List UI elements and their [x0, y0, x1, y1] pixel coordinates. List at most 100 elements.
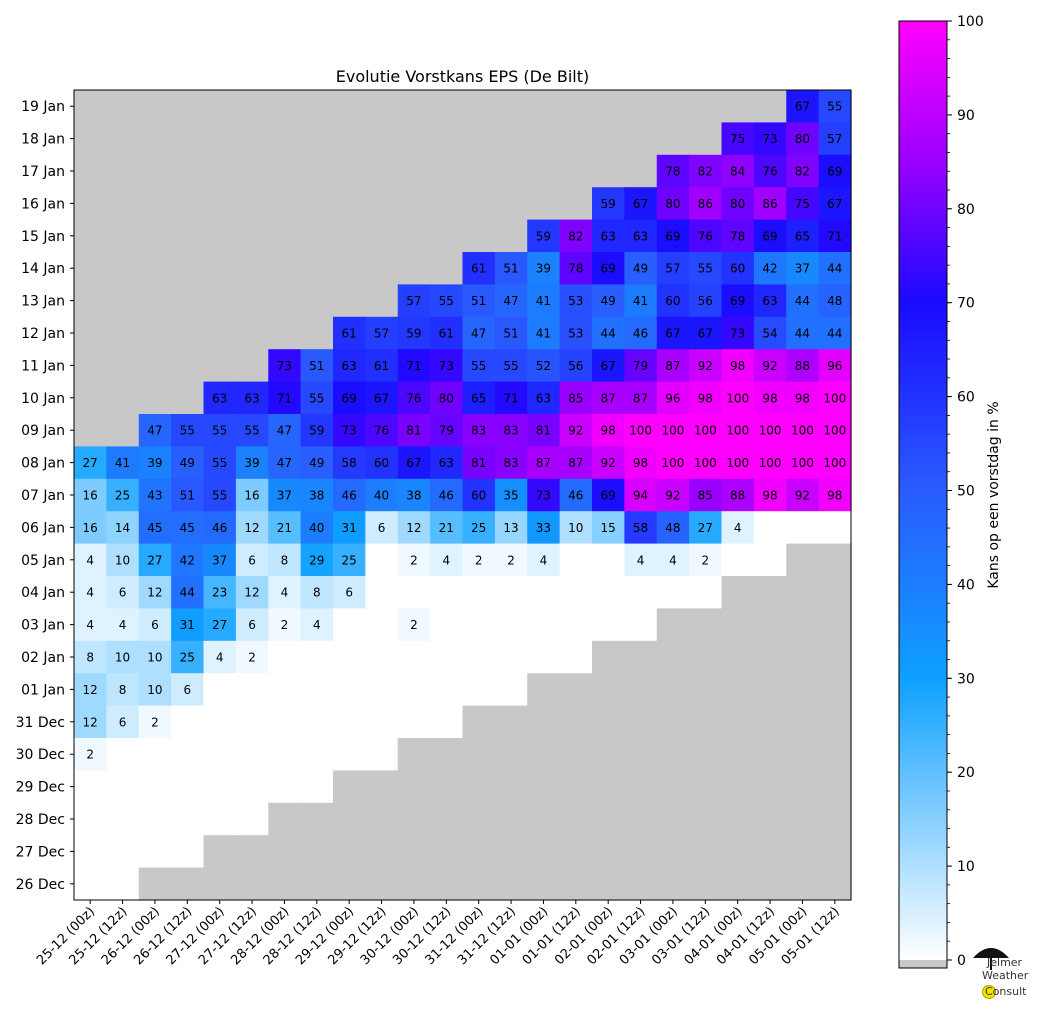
heatmap-cell-label: 58 — [633, 521, 648, 535]
heatmap-cell-nodata — [397, 835, 431, 869]
heatmap-cell-label: 67 — [795, 100, 810, 114]
heatmap-cell-nodata — [138, 381, 172, 415]
heatmap-cell — [818, 414, 852, 447]
heatmap-cell-label: 41 — [633, 294, 648, 308]
heatmap-cell-label: 41 — [115, 456, 130, 470]
heatmap-cell — [656, 187, 690, 221]
heatmap-cell — [430, 414, 464, 447]
heatmap-cell — [397, 543, 431, 577]
heatmap-cell-nodata — [689, 738, 723, 771]
heatmap-cell-label: 92 — [762, 359, 777, 373]
heatmap-cell-label: 56 — [698, 294, 713, 308]
heatmap-cell-nodata — [235, 349, 269, 383]
heatmap-cell — [559, 446, 593, 480]
heatmap-cell — [624, 478, 658, 512]
heatmap-cell — [203, 770, 237, 804]
heatmap-cell — [786, 154, 820, 188]
colorbar-gradient — [899, 21, 947, 960]
heatmap-cell-label: 44 — [827, 327, 842, 341]
heatmap-cell — [171, 738, 205, 771]
y-tick-label: 07 Jan — [21, 488, 65, 504]
heatmap-cell-nodata — [559, 867, 593, 901]
heatmap-cell-label: 73 — [762, 132, 777, 146]
heatmap-cell-nodata — [333, 867, 366, 901]
heatmap-cell-nodata — [235, 867, 269, 901]
heatmap-cell-nodata — [656, 608, 690, 642]
heatmap-cell — [527, 478, 561, 512]
y-tick-label: 14 Jan — [21, 261, 65, 277]
heatmap-cell-nodata — [462, 90, 496, 123]
colorbar-tick-label: 80 — [957, 202, 975, 218]
heatmap-cell-nodata — [462, 219, 496, 253]
heatmap-cell-nodata — [203, 122, 237, 156]
heatmap-cell — [753, 316, 787, 350]
heatmap-cell-nodata — [494, 154, 528, 188]
heatmap-cell — [74, 673, 107, 707]
heatmap-cell — [397, 446, 431, 480]
heatmap-cell — [786, 316, 820, 350]
heatmap-cell — [624, 576, 658, 609]
heatmap-cell — [397, 705, 431, 739]
heatmap-cell — [430, 381, 464, 415]
heatmap-cell-nodata — [74, 219, 107, 253]
heatmap-cell — [818, 446, 852, 480]
heatmap-cell-nodata — [74, 284, 107, 318]
heatmap-cell — [171, 576, 205, 609]
heatmap-cell-label: 63 — [212, 391, 227, 405]
heatmap-cell — [74, 835, 107, 869]
heatmap-cell-label: 2 — [248, 651, 256, 665]
heatmap-cell-label: 76 — [374, 424, 389, 438]
heatmap-cell — [268, 608, 302, 642]
heatmap-cell-label: 6 — [183, 683, 191, 697]
heatmap-cell — [753, 187, 787, 221]
heatmap-cell-label: 55 — [212, 489, 227, 503]
heatmap-cell-label: 82 — [795, 165, 810, 179]
heatmap-cell-label: 63 — [633, 229, 648, 243]
heatmap-cell — [430, 446, 464, 480]
logo-line-2: Weather — [982, 969, 1029, 982]
heatmap-cell-label: 92 — [698, 359, 713, 373]
heatmap-cell-nodata — [462, 187, 496, 221]
y-tick-label: 11 Jan — [21, 358, 65, 374]
heatmap-cell-label: 100 — [661, 424, 684, 438]
heatmap-cell-nodata — [494, 705, 528, 739]
heatmap-cell-label: 38 — [309, 489, 324, 503]
heatmap-cell — [203, 381, 237, 415]
heatmap-cell — [656, 446, 690, 480]
heatmap-cell-label: 78 — [568, 262, 583, 276]
heatmap-cell-nodata — [494, 738, 528, 771]
heatmap-cell-label: 4 — [637, 553, 645, 567]
heatmap-cell-label: 69 — [601, 489, 616, 503]
heatmap-cell — [74, 543, 107, 577]
heatmap-cell-label: 55 — [309, 391, 324, 405]
heatmap-cell-label: 67 — [601, 359, 616, 373]
heatmap-cell-nodata — [624, 802, 658, 836]
heatmap-cell — [365, 349, 399, 383]
heatmap-cell — [138, 738, 172, 771]
heatmap-cell-nodata — [494, 219, 528, 253]
heatmap-cell-label: 2 — [475, 553, 483, 567]
heatmap-cell-nodata — [138, 122, 172, 156]
heatmap-cell — [721, 252, 755, 285]
heatmap-cell-label: 42 — [762, 262, 777, 276]
heatmap-cell — [138, 608, 172, 642]
heatmap-cell-nodata — [559, 187, 593, 221]
heatmap-cell — [494, 608, 528, 642]
heatmap-cell — [494, 543, 528, 577]
heatmap-cell — [365, 381, 399, 415]
heatmap-cell-nodata — [365, 802, 399, 836]
heatmap-cell-nodata — [786, 705, 820, 739]
heatmap-cell — [106, 446, 140, 480]
heatmap-cell-label: 53 — [568, 294, 583, 308]
heatmap-cell — [527, 219, 561, 253]
heatmap-cell — [462, 608, 496, 642]
heatmap-cell-nodata — [656, 90, 690, 123]
heatmap-cell — [624, 219, 658, 253]
heatmap-cell-label: 98 — [827, 489, 842, 503]
heatmap-cell — [430, 576, 464, 609]
heatmap-cell-label: 51 — [503, 262, 518, 276]
heatmap-cell — [689, 349, 723, 383]
heatmap-cell-nodata — [138, 154, 172, 188]
heatmap-cell-label: 46 — [342, 489, 357, 503]
